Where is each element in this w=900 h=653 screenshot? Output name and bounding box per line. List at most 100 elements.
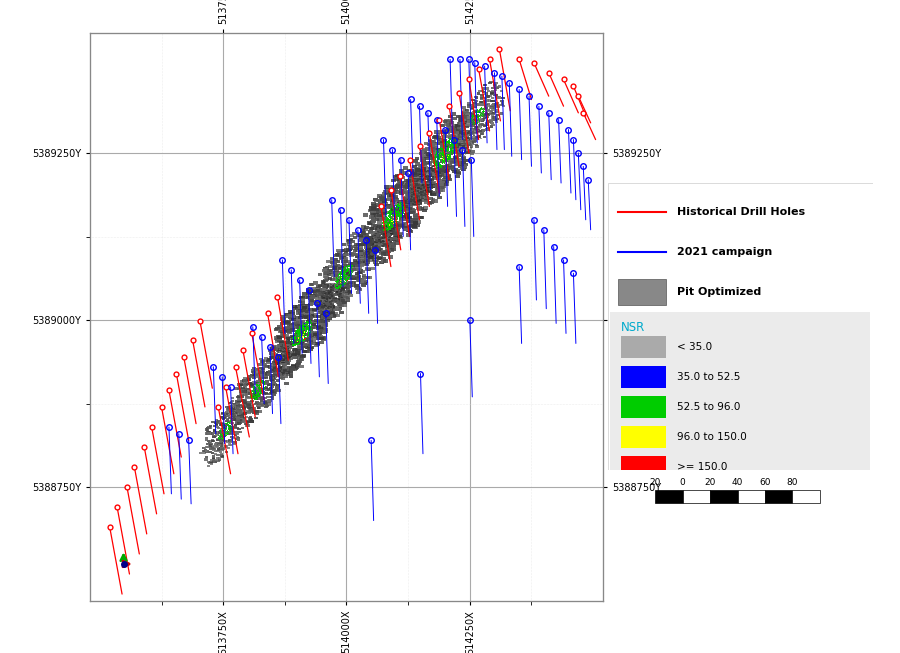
Bar: [260, 375, 265, 377]
Bar: [327, 303, 331, 306]
Bar: [253, 374, 256, 376]
Bar: [336, 291, 340, 294]
Bar: [345, 279, 346, 281]
Bar: [436, 186, 441, 189]
Bar: [467, 140, 471, 142]
Bar: [224, 413, 228, 415]
Bar: [306, 331, 307, 332]
Bar: [453, 138, 454, 140]
Bar: [339, 265, 344, 268]
Bar: [382, 246, 384, 247]
Bar: [228, 413, 230, 414]
Bar: [237, 398, 241, 400]
Bar: [340, 278, 343, 279]
Bar: [300, 319, 305, 323]
Bar: [292, 353, 297, 356]
Bar: [236, 436, 239, 438]
Bar: [343, 300, 347, 303]
Bar: [394, 241, 400, 245]
Bar: [321, 288, 326, 291]
Bar: [263, 397, 266, 400]
Bar: [411, 197, 413, 198]
Bar: [450, 157, 451, 159]
Bar: [336, 283, 337, 285]
Bar: [443, 155, 445, 157]
Bar: [322, 313, 328, 316]
Bar: [315, 342, 320, 345]
Text: 20: 20: [705, 478, 716, 487]
Bar: [284, 358, 289, 362]
Bar: [351, 274, 352, 275]
Bar: [232, 417, 236, 419]
Bar: [445, 155, 446, 157]
Bar: [266, 388, 269, 390]
Bar: [371, 202, 375, 205]
Bar: [415, 172, 420, 175]
Bar: [297, 331, 302, 334]
Bar: [312, 294, 317, 297]
Bar: [394, 216, 395, 217]
Bar: [454, 138, 455, 139]
Bar: [284, 327, 288, 330]
Bar: [275, 354, 277, 355]
Bar: [463, 112, 466, 114]
Bar: [372, 260, 374, 261]
Bar: [303, 330, 304, 332]
Bar: [392, 188, 396, 191]
Bar: [444, 173, 448, 176]
Bar: [338, 285, 339, 287]
Bar: [391, 193, 395, 197]
Bar: [317, 306, 322, 310]
Bar: [246, 424, 250, 427]
Bar: [328, 297, 331, 298]
Bar: [246, 396, 250, 398]
Bar: [396, 214, 398, 216]
Bar: [237, 439, 240, 441]
Bar: [438, 165, 440, 167]
Bar: [250, 400, 255, 402]
Bar: [230, 408, 234, 411]
Bar: [442, 165, 443, 167]
Bar: [302, 343, 307, 346]
Bar: [364, 263, 369, 266]
Bar: [439, 183, 444, 187]
Bar: [466, 116, 470, 119]
Bar: [488, 120, 491, 123]
Bar: [250, 407, 255, 410]
Bar: [296, 330, 297, 331]
Bar: [289, 343, 293, 347]
Bar: [439, 169, 444, 172]
Bar: [215, 434, 218, 436]
Bar: [462, 121, 465, 123]
Bar: [415, 179, 419, 182]
Bar: [340, 281, 341, 283]
Bar: [442, 170, 446, 173]
Bar: [299, 296, 303, 299]
Bar: [341, 277, 342, 278]
Bar: [225, 451, 229, 453]
Bar: [489, 104, 492, 107]
Bar: [484, 102, 488, 104]
Bar: [432, 183, 437, 187]
Bar: [260, 370, 264, 373]
Bar: [434, 183, 438, 185]
Bar: [448, 140, 449, 141]
Bar: [427, 193, 428, 195]
Bar: [422, 176, 427, 180]
Bar: [328, 305, 332, 308]
Bar: [395, 213, 397, 214]
Bar: [427, 189, 429, 191]
Bar: [426, 170, 431, 173]
Bar: [419, 174, 425, 177]
Bar: [307, 336, 308, 337]
Bar: [235, 411, 238, 414]
Bar: [275, 359, 281, 362]
Bar: [422, 162, 427, 165]
Bar: [458, 128, 464, 131]
Bar: [382, 242, 384, 243]
Bar: [329, 306, 332, 308]
Bar: [389, 223, 390, 225]
Bar: [475, 138, 479, 140]
Bar: [383, 236, 386, 238]
Bar: [407, 207, 412, 210]
